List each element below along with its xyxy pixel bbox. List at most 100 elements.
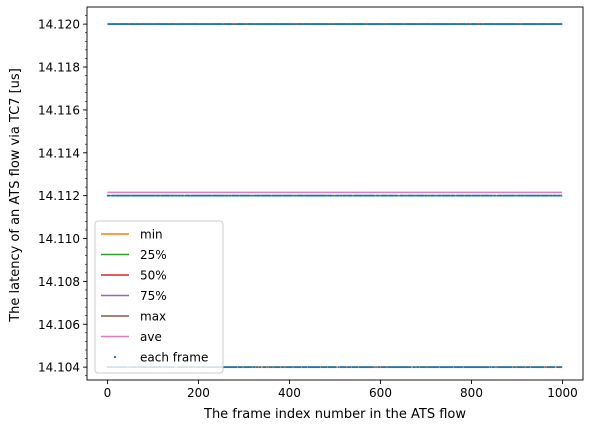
frame-point (303, 23, 305, 26)
legend-label: ave (140, 330, 162, 344)
frame-point (521, 23, 524, 26)
frame-point (441, 23, 443, 26)
frame-point (171, 23, 173, 26)
frame-point (325, 194, 327, 197)
frame-point (312, 194, 314, 197)
frame-point (484, 194, 486, 197)
frame-point (319, 23, 322, 26)
frame-point (386, 194, 388, 197)
frame-point (132, 194, 134, 197)
frame-point (337, 194, 339, 197)
frame-point (488, 366, 490, 369)
frame-point (461, 194, 464, 197)
frame-point (407, 23, 409, 26)
frame-point (366, 194, 368, 197)
frame-point (549, 23, 551, 26)
frame-point (468, 194, 470, 197)
frame-point (279, 194, 281, 197)
frame-point (531, 194, 534, 197)
frame-point (484, 366, 486, 369)
frame-point (293, 23, 295, 26)
frame-point (395, 366, 397, 369)
frame-point (480, 23, 483, 26)
frame-point (186, 194, 188, 197)
frame-point (426, 23, 428, 26)
frame-point (530, 366, 533, 369)
frame-point (113, 194, 115, 197)
frame-point (241, 23, 243, 26)
frame-point (124, 23, 126, 26)
frame-point (176, 23, 178, 26)
frame-point (497, 23, 499, 26)
frame-point (430, 194, 433, 197)
frame-point (269, 23, 271, 26)
frame-point (459, 194, 462, 197)
frame-point (298, 366, 301, 369)
frame-point (510, 366, 512, 369)
frame-point (506, 194, 508, 197)
frame-point (126, 194, 129, 197)
frame-point (233, 366, 235, 369)
frame-point (540, 366, 542, 369)
frame-point (537, 194, 539, 197)
frame-point (328, 194, 330, 197)
frame-point (317, 23, 319, 26)
frame-point (522, 366, 524, 369)
frame-point (250, 366, 252, 369)
frame-point (146, 194, 148, 197)
frame-point (268, 366, 271, 369)
frame-point (405, 194, 407, 197)
frame-point (170, 194, 172, 197)
frame-point (561, 366, 563, 369)
frame-point (428, 194, 430, 197)
x-tick-label: 800 (460, 386, 483, 400)
frame-point (441, 366, 443, 369)
frame-point (275, 23, 277, 26)
frame-point (440, 23, 443, 26)
frame-point (118, 194, 120, 197)
frame-point (448, 23, 450, 26)
frame-point (357, 366, 359, 369)
frame-point (263, 366, 265, 369)
frame-point (267, 194, 270, 197)
frame-point (198, 194, 200, 197)
frame-point (376, 23, 378, 26)
frame-point (447, 366, 449, 369)
frame-point (125, 23, 128, 26)
frame-point (515, 194, 517, 197)
frame-point (297, 194, 300, 197)
frame-point (558, 194, 560, 197)
frame-point (529, 194, 531, 197)
frame-point (483, 366, 485, 369)
frame-point (252, 194, 254, 197)
frame-point (462, 194, 464, 197)
frame-point (454, 366, 456, 369)
frame-point (324, 366, 326, 369)
frame-point (536, 366, 538, 369)
frame-point (439, 194, 442, 197)
frame-point (397, 23, 399, 26)
frame-point (525, 366, 527, 369)
frame-point (518, 23, 520, 26)
frame-point (111, 23, 113, 26)
frame-point (500, 23, 503, 26)
frame-point (382, 366, 384, 369)
frame-point (128, 23, 130, 26)
frame-point (228, 194, 231, 197)
frame-point (419, 194, 421, 197)
y-tick-label: 14.106 (38, 318, 80, 332)
frame-point (341, 23, 343, 26)
frame-point (347, 194, 349, 197)
frame-point (278, 194, 281, 197)
frame-point (561, 194, 563, 197)
frame-point (201, 23, 203, 26)
frame-point (429, 23, 431, 26)
frame-point (192, 194, 194, 197)
frame-point (399, 366, 402, 369)
frame-point (308, 366, 311, 369)
frame-point (110, 23, 112, 26)
frame-point (317, 194, 319, 197)
frame-point (424, 23, 426, 26)
frame-point (512, 366, 514, 369)
frame-point (159, 23, 161, 26)
